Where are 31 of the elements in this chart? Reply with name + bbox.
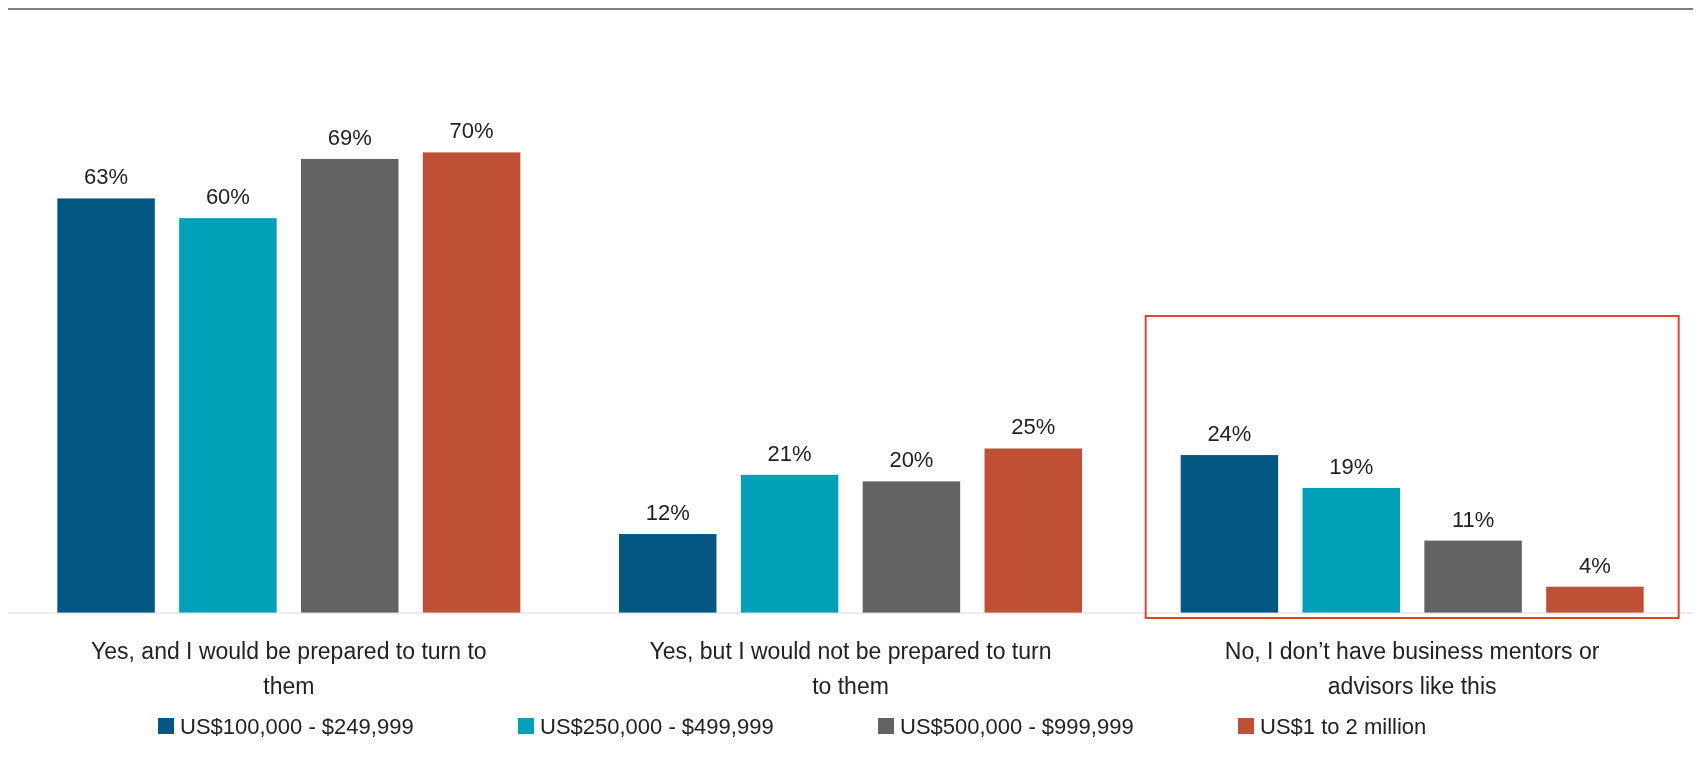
x-tick-label: No, I don’t have business mentors or advisors like this [1224,638,1600,699]
legend-label: US$500,000 - $999,999 [900,714,1134,739]
bar [740,474,839,613]
legend-label: US$1 to 2 million [1260,714,1427,739]
bar [179,218,277,613]
bar [1424,540,1522,613]
data-label: 20% [889,447,934,473]
data-label: 11% [1451,506,1495,532]
bar [57,198,155,613]
data-label: 70% [449,118,494,144]
data-label: 63% [84,164,129,190]
x-tick-label: Yes, and I would be prepared to turn to them [91,638,487,699]
data-label: 69% [327,124,372,150]
bar [619,534,717,613]
x-tick-label: Yes, but I would not be prepared to turn to them [649,638,1052,699]
bar [422,152,521,613]
bar [301,158,399,613]
bar [1302,487,1400,613]
data-label: 24% [1207,421,1252,447]
bar [862,481,961,613]
data-label: 19% [1329,453,1374,479]
legend-label: US$100,000 - $249,999 [180,714,414,739]
data-label: 12% [645,500,690,526]
bar [1546,586,1644,613]
data-label: 60% [205,184,250,210]
bar [1180,455,1279,613]
bar [984,448,1082,613]
data-label: 21% [767,440,812,466]
data-label: 4% [1579,552,1611,578]
data-label: 25% [1011,414,1056,440]
legend-label: US$250,000 - $499,999 [540,714,774,739]
